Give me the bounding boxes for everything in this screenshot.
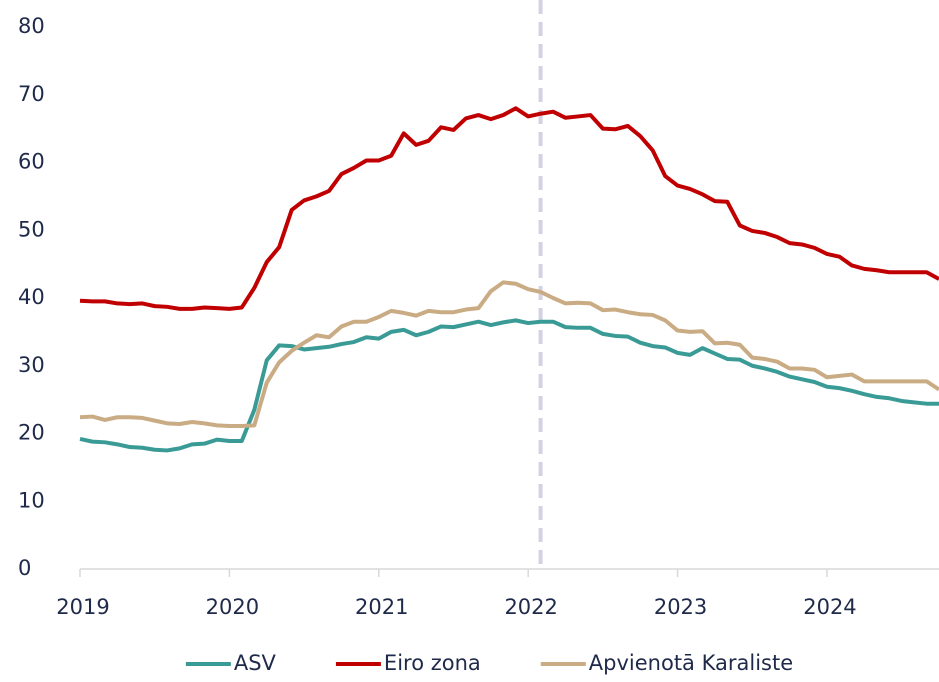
y-tick-label: 80 [18, 14, 45, 38]
y-tick-label: 20 [18, 421, 45, 445]
x-tick-label: 2022 [504, 595, 557, 619]
series-line [79, 106, 939, 311]
y-tick-label: 50 [18, 217, 45, 241]
series-line [79, 318, 939, 453]
legend-item: Eiro zona [335, 651, 481, 675]
y-tick-label: 70 [18, 82, 45, 106]
legend-label: ASV [234, 651, 277, 675]
legend-item: ASV [185, 651, 277, 675]
x-tick-label: 2020 [206, 595, 259, 619]
y-tick-label: 60 [18, 150, 45, 174]
legend-label: Apvienotā Karaliste [589, 651, 793, 675]
legend-label: Eiro zona [384, 651, 481, 675]
series-line [79, 280, 939, 429]
x-tick-label: 2019 [56, 595, 109, 619]
y-tick-label: 10 [18, 488, 45, 512]
x-tick-label: 2021 [355, 595, 408, 619]
y-tick-label: 0 [18, 556, 31, 580]
x-tick-label: 2023 [654, 595, 707, 619]
y-tick-label: 30 [18, 353, 45, 377]
legend-item: Apvienotā Karaliste [540, 651, 793, 675]
y-tick-label: 40 [18, 285, 45, 309]
x-tick-label: 2024 [803, 595, 856, 619]
